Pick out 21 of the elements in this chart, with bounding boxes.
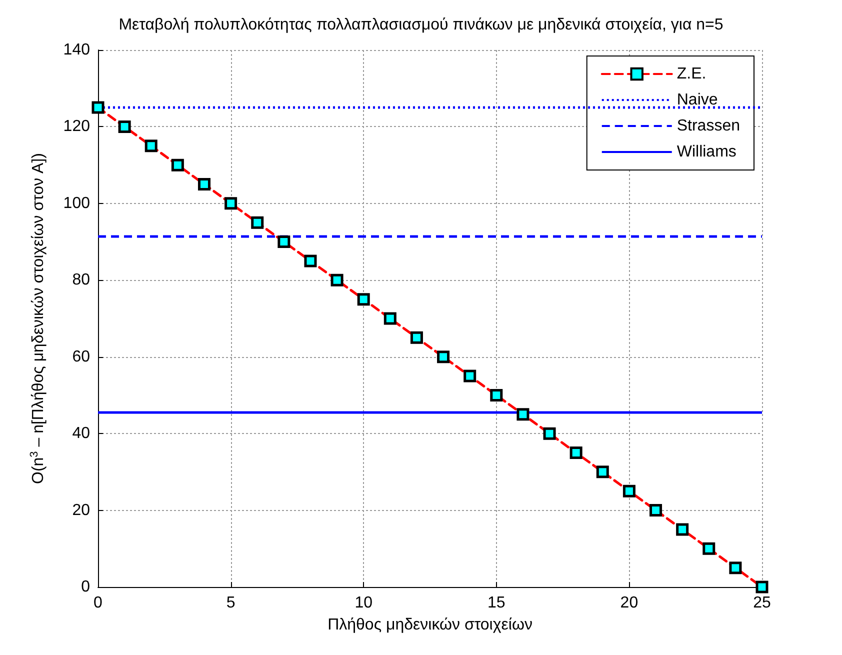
y-tick-label: 0 [81,578,90,596]
y-tick-label: 100 [63,194,90,212]
x-tick-label: 10 [354,594,373,612]
legend-label: Strassen [676,118,740,134]
x-tick-label: 15 [488,594,506,612]
y-tick-label: 140 [63,42,90,58]
x-axis-title: Πλήθος μηδενικών στοιχείων [328,616,532,634]
x-tick-label: 0 [94,594,103,612]
legend-label: Williams [676,144,736,160]
y-tick-label: 120 [63,118,90,136]
y-tick-label: 60 [72,348,90,366]
y-axis-title: O(n3 – n[Πλήθος μηδενικών στοιχείων στον A]) [28,153,47,484]
chart-title: Μεταβολή πολυπλοκότητας πολλαπλασιασμού πινάκων με μηδενικά στοιχεία, για n=5 [118,16,724,34]
x-tick-label: 5 [226,594,236,612]
y-tick-label: 20 [72,502,90,519]
y-tick-label: 40 [72,425,90,442]
legend-label: Z.E. [676,66,706,82]
x-tick-label: 25 [753,594,771,612]
x-tick-label: 20 [620,594,638,612]
y-tick-label: 80 [72,272,90,289]
ref-line-label: Naive [676,92,718,108]
